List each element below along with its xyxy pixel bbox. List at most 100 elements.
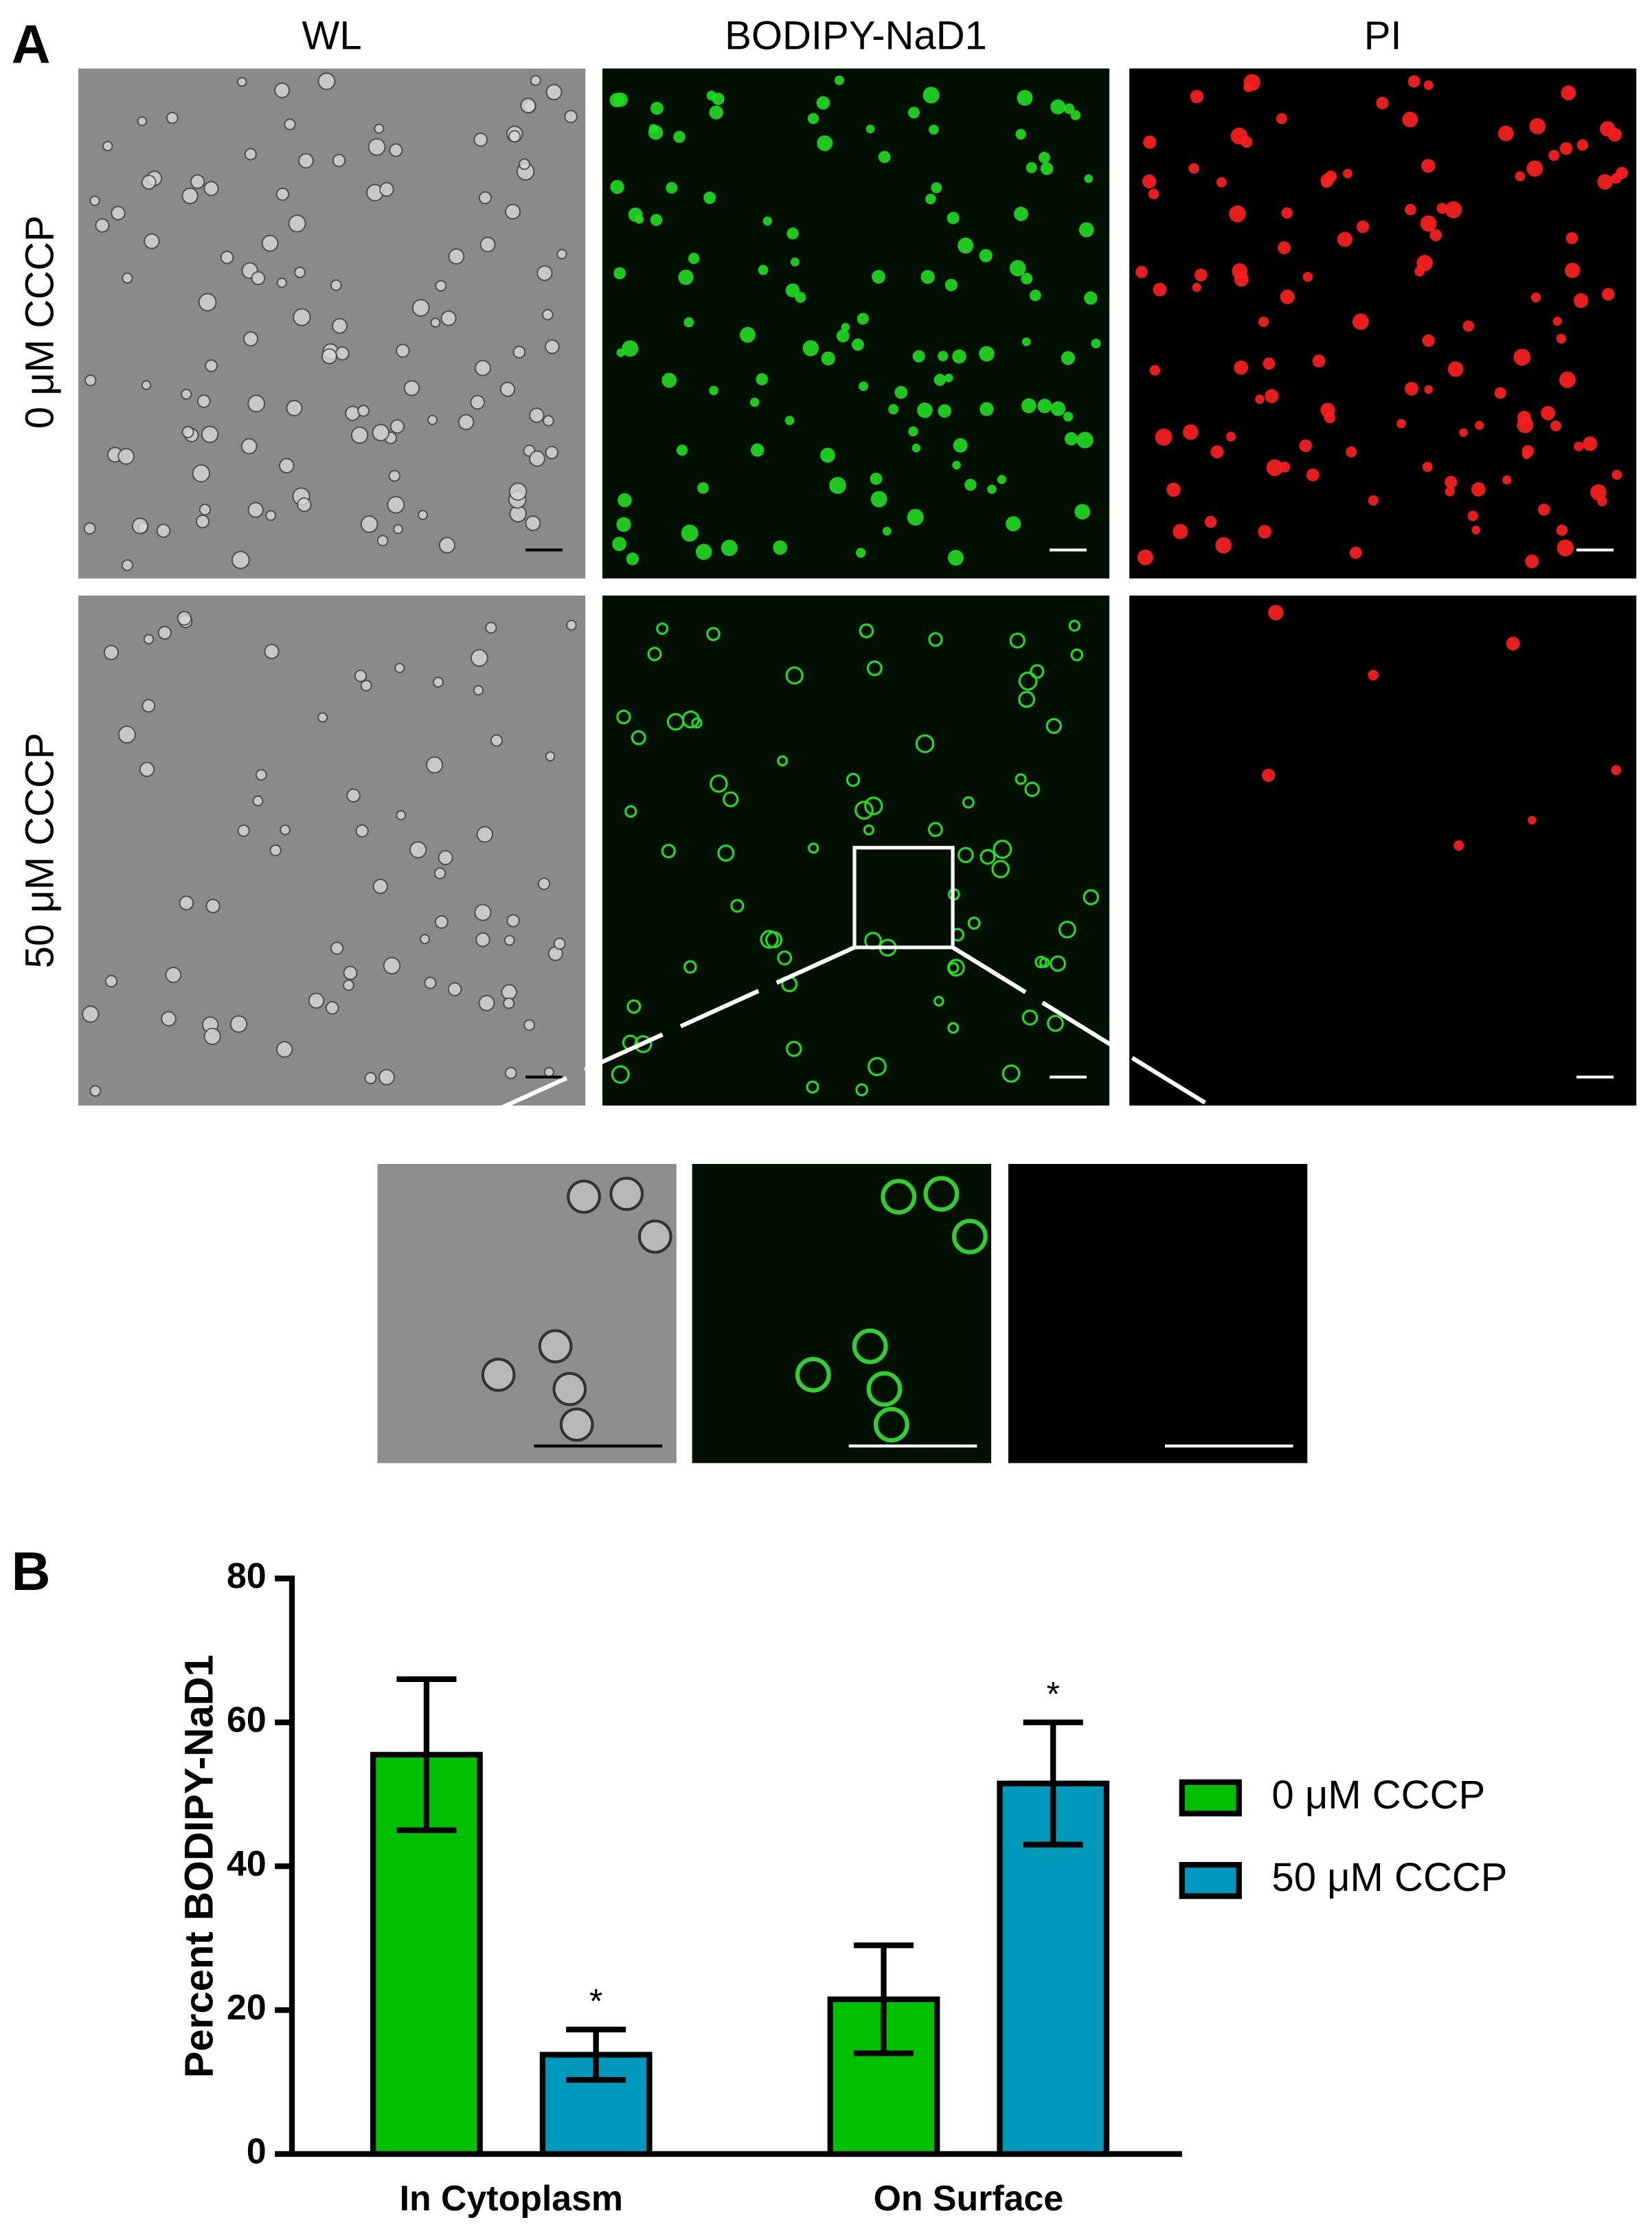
cell bbox=[962, 796, 975, 809]
cell bbox=[723, 791, 739, 807]
cell bbox=[1278, 241, 1291, 255]
cell bbox=[1040, 162, 1054, 175]
cell bbox=[928, 822, 943, 838]
cell bbox=[1268, 605, 1284, 620]
cell bbox=[379, 181, 394, 197]
cell bbox=[84, 374, 97, 387]
cell bbox=[393, 524, 403, 535]
cell bbox=[1074, 504, 1091, 520]
cell bbox=[1229, 205, 1246, 223]
cell bbox=[360, 680, 372, 692]
cell bbox=[181, 388, 192, 400]
cell bbox=[117, 725, 136, 744]
cell bbox=[656, 623, 669, 635]
cell bbox=[673, 131, 686, 143]
cell bbox=[1421, 159, 1436, 173]
cell bbox=[269, 844, 282, 857]
cell bbox=[530, 75, 541, 87]
cell bbox=[1556, 524, 1568, 536]
cell bbox=[142, 699, 156, 713]
cell bbox=[1506, 636, 1520, 651]
cell bbox=[907, 508, 924, 526]
cell bbox=[762, 216, 772, 226]
cell bbox=[709, 105, 723, 120]
cell bbox=[470, 649, 488, 667]
cell bbox=[695, 543, 712, 560]
cell bbox=[1420, 215, 1437, 232]
cell bbox=[433, 867, 446, 879]
cell bbox=[203, 181, 219, 197]
cell bbox=[1422, 462, 1433, 473]
cell bbox=[980, 849, 996, 865]
cell bbox=[1429, 229, 1442, 242]
zoom-box bbox=[852, 846, 955, 950]
cell bbox=[1215, 537, 1232, 554]
cell bbox=[1529, 117, 1546, 135]
cell bbox=[396, 344, 410, 358]
cell bbox=[103, 644, 120, 660]
cell bbox=[650, 102, 664, 115]
cell bbox=[157, 625, 172, 640]
panel-label: B bbox=[12, 1541, 51, 1602]
cell bbox=[952, 349, 966, 364]
cell bbox=[1061, 351, 1076, 366]
cell bbox=[520, 98, 536, 114]
cell bbox=[859, 381, 869, 392]
cell bbox=[376, 535, 389, 547]
cell bbox=[1255, 394, 1265, 404]
cell bbox=[1471, 526, 1481, 535]
cell bbox=[201, 425, 219, 443]
cell bbox=[447, 982, 462, 997]
cell bbox=[1414, 266, 1425, 277]
row-label: 0 μM CCCP bbox=[18, 215, 63, 429]
cell bbox=[473, 132, 488, 147]
cell bbox=[434, 915, 449, 929]
cell bbox=[1396, 418, 1406, 429]
cell bbox=[857, 313, 869, 325]
cell bbox=[688, 252, 700, 265]
cell bbox=[411, 299, 430, 317]
cell bbox=[504, 203, 521, 220]
cell bbox=[419, 934, 431, 945]
cell bbox=[545, 445, 559, 460]
cell bbox=[1137, 549, 1153, 565]
cell bbox=[297, 497, 312, 513]
cell bbox=[1405, 203, 1416, 216]
cell bbox=[610, 180, 624, 194]
cell bbox=[141, 175, 157, 190]
cell bbox=[335, 346, 350, 361]
micrograph bbox=[1129, 595, 1637, 1106]
cell bbox=[987, 484, 997, 494]
cell bbox=[1349, 546, 1362, 559]
cell bbox=[1475, 421, 1484, 430]
cell bbox=[749, 397, 760, 407]
cell bbox=[518, 158, 531, 170]
cell bbox=[1234, 360, 1249, 375]
cell bbox=[1014, 206, 1028, 221]
cell bbox=[786, 1040, 802, 1057]
cell bbox=[1135, 266, 1148, 278]
cell bbox=[396, 810, 407, 820]
cell bbox=[470, 394, 486, 410]
cell bbox=[1445, 201, 1462, 218]
cell bbox=[997, 475, 1006, 484]
cell bbox=[1405, 381, 1419, 396]
cell bbox=[979, 346, 995, 362]
cell bbox=[357, 405, 370, 417]
cell bbox=[618, 493, 632, 508]
cell bbox=[565, 619, 577, 631]
cell bbox=[372, 878, 388, 895]
cell bbox=[938, 404, 952, 418]
cell bbox=[915, 734, 935, 754]
cell bbox=[1015, 128, 1026, 140]
cell bbox=[321, 348, 338, 365]
cell bbox=[944, 278, 958, 291]
cell bbox=[758, 265, 769, 276]
cell bbox=[545, 751, 556, 762]
cell bbox=[476, 826, 494, 843]
cell bbox=[265, 510, 277, 522]
cell bbox=[609, 1176, 644, 1211]
cell bbox=[1445, 486, 1455, 497]
cell bbox=[1530, 292, 1541, 303]
